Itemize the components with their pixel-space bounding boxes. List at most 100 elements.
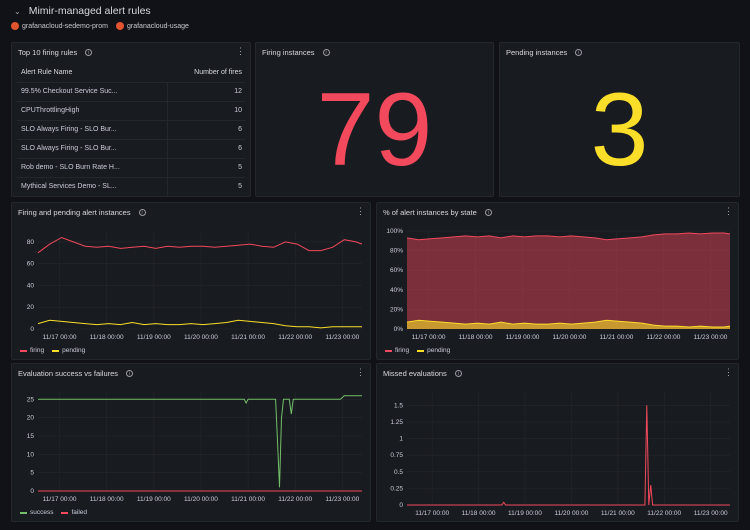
- legend-label: pending: [427, 347, 451, 354]
- y-tick-label: 1: [399, 436, 403, 443]
- legend-label: failed: [71, 509, 88, 516]
- legend-item-firing[interactable]: firing: [385, 347, 409, 354]
- firing-count: 79: [316, 71, 433, 188]
- y-tick-label: 5: [30, 470, 34, 477]
- x-tick-label: 11/17 00:00: [43, 334, 77, 341]
- datasource-name: grafanacloud-sedemo-prom: [22, 22, 108, 30]
- fire-count: 10: [167, 100, 245, 120]
- table-row[interactable]: Mythical Services Demo - SL... 5: [17, 176, 245, 196]
- pending-count: 3: [590, 71, 649, 188]
- panel-menu-icon[interactable]: ⋮: [724, 367, 733, 377]
- x-tick-label: 11/20 00:00: [554, 510, 588, 517]
- row-header[interactable]: ⌄ Mimir-managed alert rules: [14, 5, 151, 17]
- row-title: Mimir-managed alert rules: [28, 5, 151, 17]
- table-row[interactable]: 99.5% Checkout Service Suc... 12: [17, 81, 245, 101]
- panel-title: Firing instances: [262, 48, 315, 57]
- rule-name: SLO Always Firing - SLO Bur...: [17, 138, 169, 158]
- series-line-success: [38, 395, 362, 488]
- legend-label: firing: [30, 347, 45, 354]
- panel-menu-icon[interactable]: ⋮: [356, 367, 365, 377]
- legend-item-firing[interactable]: firing: [20, 347, 44, 354]
- table-row[interactable]: CPUThrottlingHigh 10: [17, 100, 245, 120]
- panel-chart-1: % of alert instances by state i ⋮ 0% 20% 40% 6…: [376, 202, 739, 360]
- legend-swatch: [417, 349, 425, 352]
- y-tick-label: 0.5: [394, 469, 403, 476]
- x-tick-label: 11/18 00:00: [90, 496, 124, 503]
- x-tick-label: 11/17 00:00: [43, 496, 77, 503]
- series-line-missed: [407, 405, 730, 506]
- column-header[interactable]: Number of fires: [194, 68, 242, 76]
- y-tick-label: 60: [27, 261, 35, 268]
- x-tick-label: 11/23 00:00: [325, 334, 359, 341]
- x-tick-label: 11/23 00:00: [693, 334, 727, 341]
- column-header[interactable]: Alert Rule Name: [21, 68, 73, 76]
- x-tick-label: 11/22 00:00: [647, 510, 681, 517]
- y-tick-label: 15: [27, 433, 35, 440]
- legend-swatch: [61, 511, 69, 514]
- panel-title: Evaluation success vs failures: [18, 369, 119, 378]
- info-icon[interactable]: i: [484, 209, 492, 216]
- info-icon[interactable]: i: [322, 49, 330, 56]
- y-tick-label: 1.25: [390, 419, 403, 426]
- chart-plot: 0% 20% 40% 60% 80% 100% 11/17 00:00 11/18 00:00…: [386, 228, 731, 341]
- x-tick-label: 11/18 00:00: [459, 334, 493, 341]
- info-icon[interactable]: i: [454, 370, 462, 377]
- y-tick-label: 0.25: [390, 485, 403, 492]
- chart-legend: success failed: [20, 509, 87, 516]
- table-row[interactable]: Rob demo - SLO Burn Rate H... 5: [17, 157, 245, 177]
- series-line-pending: [406, 319, 731, 328]
- y-tick-label: 80: [27, 239, 35, 246]
- series-line-firing: [406, 232, 731, 241]
- info-icon[interactable]: i: [126, 370, 134, 377]
- top-rules-table: Alert Rule Name Number of fires 99.5% Che…: [17, 63, 245, 196]
- y-tick-label: 40: [27, 282, 35, 289]
- y-tick-label: 20: [27, 415, 35, 422]
- x-tick-label: 11/17 00:00: [412, 334, 446, 341]
- panel-chart-3: Missed evaluations i ⋮ 0 0.25 0.5 0.75 1 1.25 1.5…: [376, 363, 739, 522]
- y-tick-label: 100%: [386, 228, 403, 235]
- series-area-firing: [407, 233, 730, 329]
- x-tick-label: 11/23 00:00: [325, 496, 359, 503]
- datasource-tag: grafanacloud-sedemo-prom: [11, 22, 108, 30]
- x-tick-label: 11/21 00:00: [231, 334, 265, 341]
- rule-name: CPUThrottlingHigh: [17, 100, 169, 120]
- legend-label: success: [30, 509, 54, 516]
- panel-menu-icon[interactable]: ⋮: [236, 46, 245, 56]
- chevron-down-icon[interactable]: ⌄: [14, 6, 21, 16]
- info-icon[interactable]: i: [575, 49, 583, 56]
- series-line-firing: [37, 236, 363, 254]
- legend-item-failed[interactable]: failed: [61, 509, 87, 516]
- table-row[interactable]: SLO Always Firing - SLO Bur... 6: [17, 138, 245, 158]
- y-tick-label: 10: [27, 451, 35, 458]
- fire-count: 6: [167, 119, 245, 139]
- legend-swatch: [20, 511, 27, 514]
- y-tick-label: 80%: [390, 248, 403, 255]
- y-tick-label: 40%: [390, 287, 403, 294]
- panel-menu-icon[interactable]: ⋮: [356, 206, 365, 216]
- panel-title: Top 10 firing rules: [18, 48, 78, 57]
- info-icon[interactable]: i: [85, 49, 93, 56]
- panel-title: Missed evaluations: [383, 369, 447, 378]
- x-tick-label: 11/20 00:00: [184, 496, 218, 503]
- y-tick-label: 20: [27, 304, 35, 311]
- legend-item-pending[interactable]: pending: [417, 347, 450, 354]
- legend-label: pending: [62, 347, 86, 354]
- x-tick-label: 11/22 00:00: [278, 496, 312, 503]
- fire-count: 12: [167, 81, 245, 101]
- fire-count: 5: [167, 176, 245, 196]
- panel-firing-instances: Firing instances i 79: [255, 42, 494, 197]
- rule-name: Mythical Services Demo - SL...: [17, 176, 169, 196]
- x-tick-label: 11/22 00:00: [647, 334, 681, 341]
- chart-legend: firing pending: [20, 347, 85, 354]
- x-tick-label: 11/18 00:00: [90, 334, 124, 341]
- chart-legend: firing pending: [385, 347, 450, 354]
- legend-swatch: [385, 349, 392, 352]
- legend-item-pending[interactable]: pending: [52, 347, 85, 354]
- legend-item-success[interactable]: success: [20, 509, 53, 516]
- datasource-name: grafanacloud-usage: [127, 22, 189, 30]
- info-icon[interactable]: i: [138, 209, 146, 216]
- y-tick-label: 25: [27, 396, 35, 403]
- x-tick-label: 11/22 00:00: [278, 334, 312, 341]
- table-row[interactable]: SLO Always Firing - SLO Bur... 6: [17, 119, 245, 139]
- panel-menu-icon[interactable]: ⋮: [724, 206, 733, 216]
